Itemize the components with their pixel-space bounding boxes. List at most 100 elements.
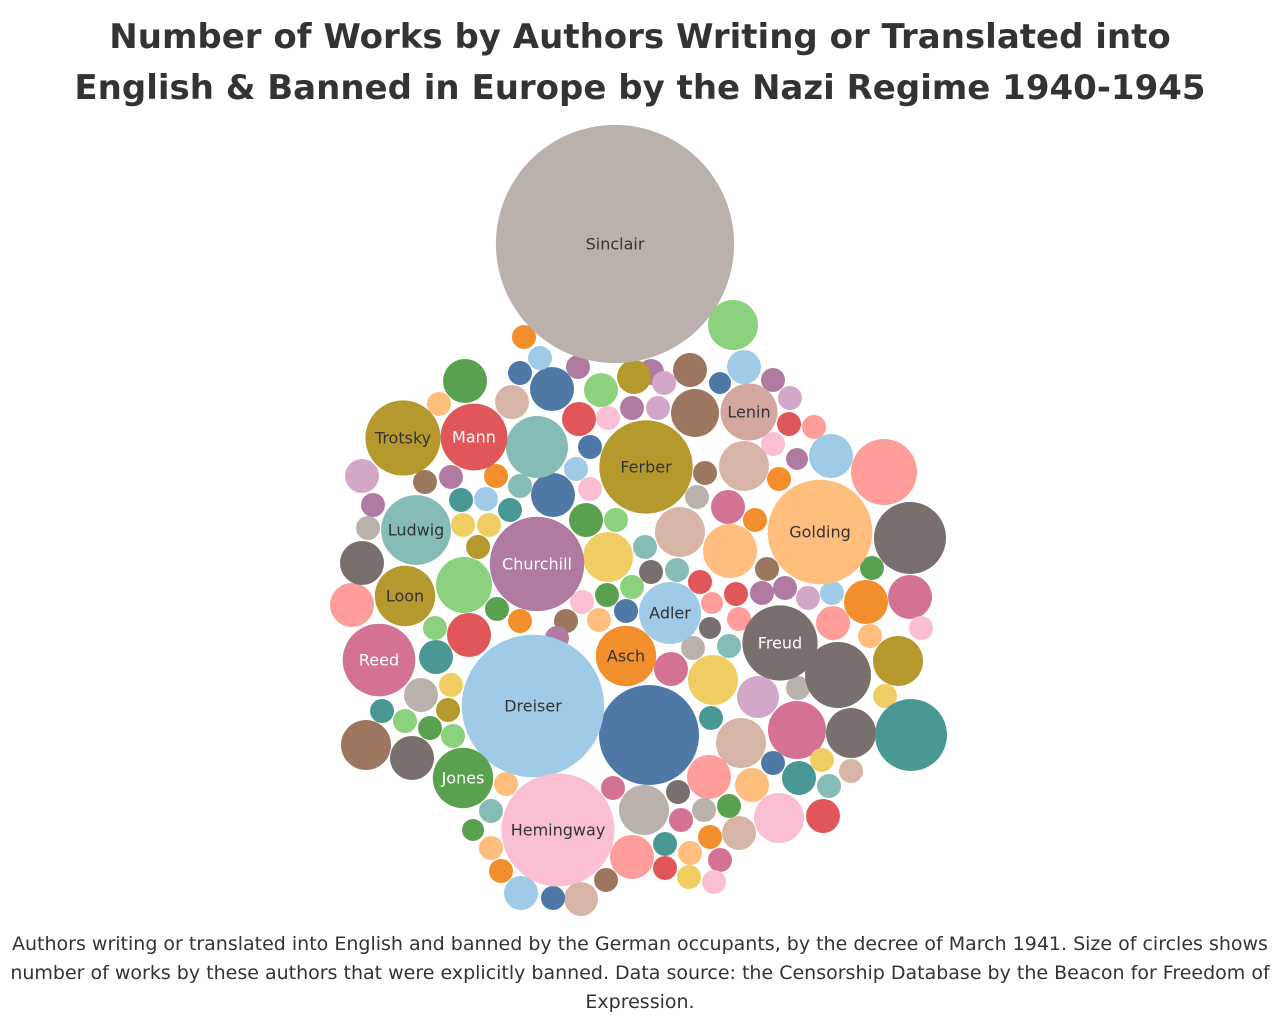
bubble-trotsky bbox=[365, 400, 441, 476]
bubble-81 bbox=[678, 841, 702, 865]
bubble-label-hemingway: Hemingway bbox=[511, 821, 606, 840]
bubble-74 bbox=[806, 799, 840, 833]
bubble-134 bbox=[506, 416, 568, 478]
bubble-127 bbox=[439, 465, 463, 489]
bubble-jones bbox=[432, 747, 494, 809]
bubble-120 bbox=[531, 473, 575, 517]
bubble-98 bbox=[599, 685, 699, 785]
bubble-131 bbox=[345, 459, 379, 493]
bubble-mann bbox=[440, 403, 508, 471]
bubble-104 bbox=[370, 699, 394, 723]
bubble-28 bbox=[727, 607, 751, 631]
bubble-adler bbox=[639, 582, 701, 644]
bubble-10 bbox=[802, 415, 826, 439]
bubble-147 bbox=[512, 325, 536, 349]
bubble-40 bbox=[570, 590, 594, 614]
bubble-129 bbox=[361, 493, 385, 517]
bubble-46 bbox=[737, 676, 779, 718]
bubble-126 bbox=[449, 488, 473, 512]
bubble-105 bbox=[404, 678, 438, 712]
chart-title: Number of Works by Authors Writing or Tr… bbox=[74, 17, 1206, 108]
bubble-144 bbox=[566, 355, 590, 379]
bubble-9 bbox=[777, 412, 801, 436]
bubble-45 bbox=[688, 655, 738, 705]
bubble-22 bbox=[703, 524, 757, 578]
bubble-149 bbox=[443, 359, 487, 403]
bubble-dreiser bbox=[461, 634, 605, 778]
bubble-111 bbox=[485, 597, 509, 621]
bubble-25 bbox=[750, 581, 774, 605]
bubble-143 bbox=[617, 360, 651, 394]
bubble-label-freud: Freud bbox=[758, 634, 802, 653]
bubble-32 bbox=[688, 570, 712, 594]
bubble-110 bbox=[423, 616, 447, 640]
bubble-115 bbox=[477, 513, 501, 537]
bubble-label-reed: Reed bbox=[359, 651, 399, 670]
bubble-57 bbox=[909, 616, 933, 640]
bubble-48 bbox=[699, 706, 723, 730]
bubble-150 bbox=[427, 392, 451, 416]
bubble-128 bbox=[413, 470, 437, 494]
bubble-38 bbox=[595, 583, 619, 607]
bubble-125 bbox=[484, 464, 508, 488]
bubble-63 bbox=[860, 556, 884, 580]
bubble-58 bbox=[858, 624, 882, 648]
bubble-114 bbox=[466, 535, 490, 559]
bubble-label-trotsky: Trotsky bbox=[374, 429, 431, 448]
bubble-label-jones: Jones bbox=[441, 769, 485, 788]
bubble-33 bbox=[665, 558, 689, 582]
bubble-34 bbox=[639, 560, 663, 584]
bubble-60 bbox=[873, 636, 923, 686]
bubble-72 bbox=[722, 816, 756, 850]
bubble-27 bbox=[701, 592, 723, 614]
bubble-99 bbox=[390, 736, 434, 780]
bubble-44 bbox=[654, 652, 688, 686]
bubble-59 bbox=[816, 606, 850, 640]
bubble-97 bbox=[494, 772, 518, 796]
bubble-31 bbox=[681, 636, 705, 660]
bubble-churchill bbox=[489, 516, 585, 612]
bubble-78 bbox=[708, 848, 732, 872]
bubble-89 bbox=[594, 868, 618, 892]
bubble-69 bbox=[761, 751, 785, 775]
bubble-ferber bbox=[599, 420, 693, 514]
bubble-label-lenin: Lenin bbox=[727, 403, 770, 422]
bubble-4 bbox=[673, 353, 707, 387]
bubble-37 bbox=[620, 575, 644, 599]
bubble-freud bbox=[742, 605, 818, 681]
bubble-64 bbox=[874, 502, 946, 574]
bubble-148 bbox=[495, 385, 529, 419]
bubble-21 bbox=[655, 507, 705, 557]
bubble-142 bbox=[652, 371, 676, 395]
bubble-2 bbox=[727, 350, 761, 384]
bubble-75 bbox=[687, 755, 731, 799]
bubble-7 bbox=[761, 368, 785, 392]
bubble-62 bbox=[875, 699, 947, 771]
bubble-139 bbox=[596, 406, 620, 430]
bubble-83 bbox=[653, 856, 677, 880]
bubble-35 bbox=[633, 535, 657, 559]
bubble-85 bbox=[666, 780, 690, 804]
bubble-label-ferber: Ferber bbox=[620, 458, 672, 477]
bubble-101 bbox=[418, 716, 442, 740]
bubble-label-ludwig: Ludwig bbox=[388, 521, 445, 540]
bubble-52 bbox=[805, 642, 871, 708]
bubble-71 bbox=[717, 794, 741, 818]
bubble-68 bbox=[782, 761, 816, 795]
bubble-86 bbox=[619, 785, 669, 835]
bubble-sinclair bbox=[495, 124, 735, 364]
bubble-54 bbox=[820, 581, 844, 605]
bubble-50 bbox=[768, 701, 826, 759]
bubble-6 bbox=[671, 389, 719, 437]
bubble-label-sinclair: Sinclair bbox=[586, 235, 645, 254]
bubble-116 bbox=[451, 513, 475, 537]
bubble-label-dreiser: Dreiser bbox=[504, 697, 562, 716]
bubble-122 bbox=[604, 508, 628, 532]
bubble-36 bbox=[583, 532, 633, 582]
bubble-84 bbox=[669, 808, 693, 832]
bubble-140 bbox=[620, 396, 644, 420]
bubble-93 bbox=[489, 859, 513, 883]
bubble-20 bbox=[685, 485, 709, 509]
bubble-15 bbox=[719, 441, 769, 491]
bubble-13 bbox=[809, 434, 853, 478]
